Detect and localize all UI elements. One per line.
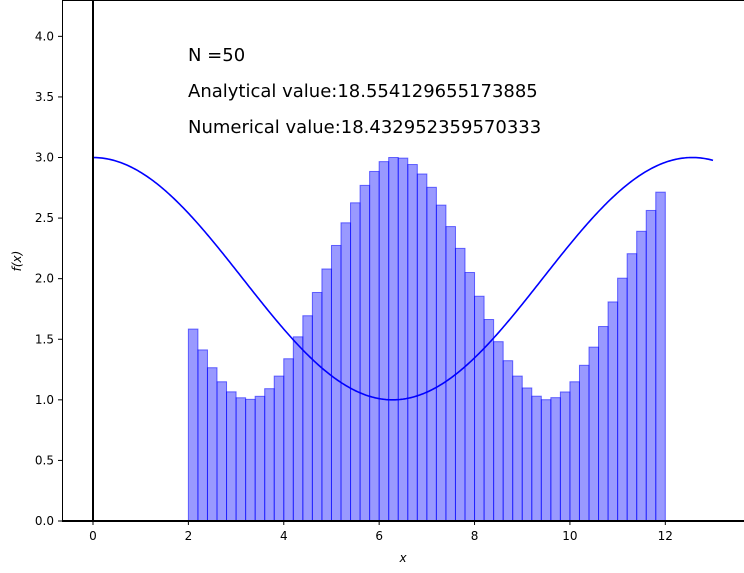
y-tick-label: 0.5 [35,453,54,467]
bar [435,204,447,522]
bar [578,364,590,522]
bar [617,277,628,522]
bar [636,230,647,522]
y-tick-label: 4.0 [35,29,54,43]
curve-group [92,156,714,401]
y-axis-label: f(x) [10,251,24,272]
y-tick-label: 2.0 [35,272,54,286]
bar [330,244,342,522]
x-tick-label: 2 [185,529,193,543]
bar [645,209,657,522]
bar [311,291,323,522]
x-tick-label: 12 [658,529,673,543]
y-tick-label: 3.0 [35,151,54,165]
y-tick-label: 1.5 [35,332,54,346]
bar [569,381,580,522]
bar [493,341,504,522]
x-axis-label: x [398,551,407,565]
bar [273,375,285,522]
bar [464,271,476,522]
bar [502,360,514,522]
bar [187,328,199,522]
x-tick-label: 8 [471,529,479,543]
bar [264,388,275,522]
y-ticks: 0.0 0.5 1.0 1.5 2.0 2.5 3.0 3.5 4.0 [35,29,62,528]
bar [426,186,437,522]
bar [550,397,561,522]
bar [512,375,523,522]
x-ticks: 0 2 4 6 8 10 12 [89,521,673,543]
annotation-numerical: Numerical value:18.432952359570333 [188,117,541,138]
bar [292,336,304,522]
bar [350,202,361,522]
x-tick-label: 6 [375,529,383,543]
bar [378,161,390,522]
bar [321,268,332,522]
bar [369,170,380,522]
axes-frame [62,0,744,522]
bar [655,191,666,522]
bar [540,399,552,522]
bar [245,398,256,522]
bar [598,326,609,522]
bar [254,395,266,522]
x-tick-label: 4 [280,529,288,543]
bar [388,157,399,522]
bar [340,222,352,522]
bar [283,358,294,522]
y-tick-label: 3.5 [35,90,54,104]
y-tick-label: 0.0 [35,514,54,528]
bar [474,295,485,522]
bar [588,346,600,522]
y-tick-label: 2.5 [35,211,54,225]
bar [197,349,208,522]
bar [226,391,237,522]
bar [397,157,409,522]
bar [206,367,218,522]
bar [359,184,371,522]
bar [416,173,428,522]
bar [407,164,418,522]
bar [454,247,466,522]
y-tick-label: 1.0 [35,393,54,407]
curve-line [92,156,714,401]
bar [559,391,571,522]
annotation-n: N =50 [188,45,245,66]
x-tick-label: 10 [562,529,577,543]
bar [445,226,456,522]
bar [216,381,228,522]
bar [626,253,638,522]
bar [531,395,542,522]
x-tick-label: 0 [89,529,97,543]
bar [483,319,495,522]
bar [235,397,247,522]
annotation-analytical: Analytical value:18.554129655173885 [188,81,538,102]
bar [607,301,619,522]
bar [302,315,313,522]
bar [521,387,533,522]
